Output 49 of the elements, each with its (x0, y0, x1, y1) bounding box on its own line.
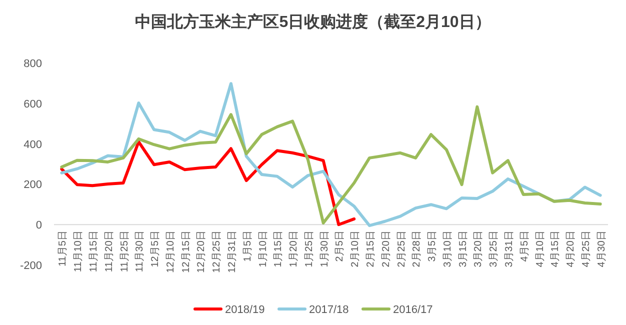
x-tick-label: 3月5日 (427, 230, 438, 262)
x-tick-label: 3月25日 (488, 230, 500, 268)
x-tick-label: 4月25日 (580, 230, 592, 268)
line-series (60, 82, 602, 228)
y-tick-label: 800 (24, 58, 42, 70)
x-tick-label: 12月15日 (180, 230, 192, 273)
y-tick-label: 600 (24, 98, 42, 110)
x-tick-label: 2月20日 (380, 230, 392, 268)
x-tick-label: 4月10日 (534, 230, 546, 268)
line-series (60, 140, 356, 226)
x-tick-label: 4月30日 (596, 230, 608, 268)
x-tick-label: 1月20日 (288, 230, 300, 268)
x-tick-label: 11月25日 (119, 230, 130, 272)
x-tick-label: 4月15日 (550, 230, 562, 268)
x-tick-label: 1月30日 (319, 230, 330, 268)
x-tick-label: 1月5日 (242, 230, 254, 262)
y-tick-label: 400 (24, 138, 42, 151)
x-tick-label: 2月28日 (412, 230, 423, 268)
legend-label: 2018/19 (225, 304, 265, 316)
x-tick-label: 11月20日 (104, 230, 115, 272)
line-series (60, 105, 602, 224)
x-tick-label: 11月10日 (73, 230, 84, 272)
x-tick-label: 11月30日 (134, 230, 146, 272)
x-tick-label: 1月25日 (304, 230, 315, 268)
y-tick-label: 0 (36, 220, 42, 232)
x-tick-label: 3月31日 (504, 230, 515, 268)
x-tick-label: 12月31日 (226, 230, 238, 273)
x-tick-label: 12月10日 (165, 230, 176, 273)
x-tick-label: 4月5日 (519, 230, 530, 262)
x-tick-label: 12月20日 (196, 230, 208, 273)
x-tick-label: 3月10日 (442, 230, 454, 268)
chart-title: 中国北方玉米主产区5日收购进度（截至2月10日） (135, 12, 491, 31)
x-tick-label: 11月15日 (88, 230, 100, 272)
x-tick-label: 11月5日 (58, 230, 69, 267)
x-tick-label: 3月20日 (473, 230, 484, 268)
x-tick-label: 2月10日 (350, 230, 362, 268)
x-tick-label: 1月10日 (258, 230, 269, 268)
x-tick-label: 2月25日 (396, 230, 408, 268)
x-tick-label: 12月5日 (150, 230, 162, 268)
y-tick-label: -200 (20, 260, 42, 272)
x-tick-label: 12月25日 (212, 230, 223, 273)
y-tick-label: 200 (24, 179, 42, 192)
x-tick-label: 1月15日 (273, 230, 284, 268)
legend-label: 2016/17 (393, 304, 433, 316)
x-tick-label: 2月15日 (365, 230, 376, 268)
x-tick-label: 2月5日 (334, 230, 346, 262)
x-tick-label: 3月15日 (458, 230, 469, 268)
legend-label: 2017/18 (309, 304, 349, 316)
x-tick-label: 4月20日 (566, 230, 577, 268)
